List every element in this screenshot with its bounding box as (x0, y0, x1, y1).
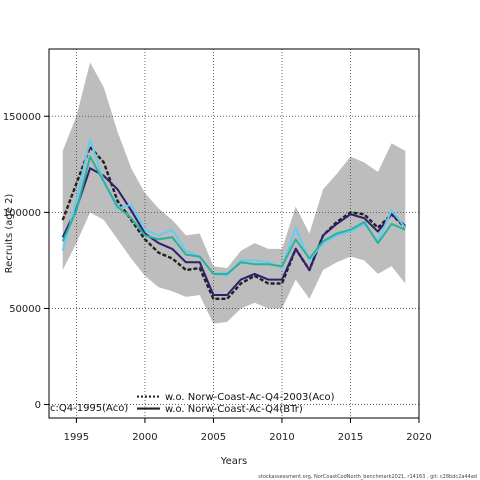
series-lines (61, 138, 407, 300)
y-axis: 0 50000 100000 150000 (3, 112, 49, 411)
series-line-2 (61, 167, 406, 296)
x-tick-label: 2005 (201, 432, 226, 443)
uncertainty-band (62, 62, 406, 324)
y-tick-label: 0 (35, 400, 41, 411)
legend-label: c:Q4-1995(Aco) (50, 403, 128, 414)
series-line-4 (61, 155, 406, 275)
y-tick-label: 100000 (3, 208, 41, 219)
y-axis-title: Recruits (age 2) (4, 194, 15, 274)
y-tick-label: 150000 (3, 112, 41, 123)
legend-label: w.o. Norw-Coast-Ac-Q4-2003(Aco) (165, 392, 335, 403)
plot-frame (48, 48, 420, 419)
x-tick-label: 1995 (64, 432, 89, 443)
x-tick-label: 2015 (338, 432, 363, 443)
footer-credit: stockassessment.org, NorCoastCodNorth_be… (258, 474, 477, 480)
legend: c:Q4-1995(Aco) w.o. Norw-Coast-Ac-Q4-2003… (50, 392, 335, 415)
x-tick-label: 2010 (269, 432, 294, 443)
confidence-band (62, 62, 406, 324)
legend-label: w.o. Norw-Coast-Ac-Q4(BTr) (165, 404, 303, 415)
y-tick-label: 50000 (9, 304, 41, 315)
x-axis-title: Years (220, 456, 247, 467)
x-axis: 1995 2000 2005 2010 2015 2020 (64, 418, 432, 443)
series-line-1 (61, 145, 407, 300)
x-tick-label: 2020 (406, 432, 431, 443)
x-tick-label: 2000 (132, 432, 157, 443)
